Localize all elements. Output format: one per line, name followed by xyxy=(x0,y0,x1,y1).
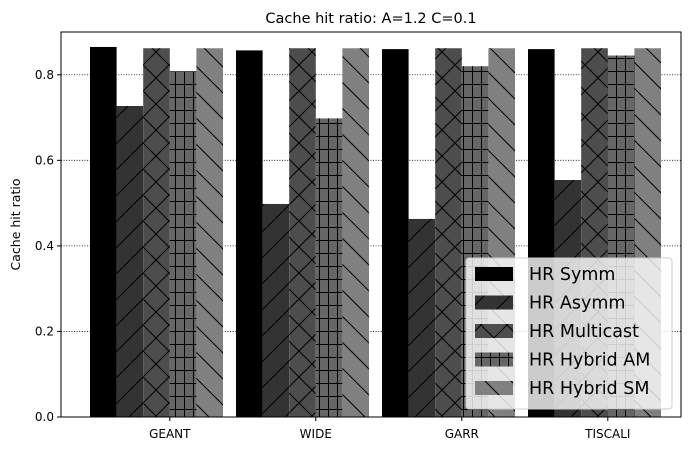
chart-title: Cache hit ratio: A=1.2 C=0.1 xyxy=(265,11,476,27)
legend-label-0: HR Symm xyxy=(529,265,615,285)
legend: HR Symm HR Asymm HR Multicast HR Hybrid AM H… xyxy=(465,257,673,410)
y-tick-label-3: 0.6 xyxy=(35,153,54,167)
bar-hatch-garr-1 xyxy=(408,218,436,417)
bar-hatch-wide-4 xyxy=(342,48,369,417)
bar-hatch-geant-2 xyxy=(143,48,170,417)
x-tick-label-2: GARR xyxy=(445,427,479,441)
y-tick-label-4: 0.8 xyxy=(35,68,54,82)
legend-swatch-hatch-1 xyxy=(475,295,513,310)
legend-label-2: HR Multicast xyxy=(529,322,639,342)
legend-label-3: HR Hybrid AM xyxy=(529,351,650,371)
x-tick-label-1: WIDE xyxy=(300,427,332,441)
legend-box xyxy=(465,257,673,410)
bar-hatch-geant-3 xyxy=(169,71,197,417)
y-tick-label-2: 0.4 xyxy=(35,239,54,253)
bar-geant-0 xyxy=(90,46,117,417)
bar-hatch-garr-2 xyxy=(435,48,462,417)
bar-hatch-wide-3 xyxy=(315,118,343,418)
bar-garr-0 xyxy=(382,49,409,417)
gridlines xyxy=(61,74,681,332)
legend-swatch-hatch-2 xyxy=(475,324,513,338)
axes-frame xyxy=(60,31,682,418)
legend-label-1: HR Asymm xyxy=(529,294,625,314)
legend-swatch-hatch-3 xyxy=(475,352,513,367)
bar-wide-0 xyxy=(236,50,263,418)
bar-hatch-geant-1 xyxy=(116,106,144,417)
x-tick-label-3: TISCALI xyxy=(584,427,630,441)
bar-hatch-geant-4 xyxy=(196,48,223,417)
bar-hatch-wide-1 xyxy=(262,203,290,417)
y-axis-label: Cache hit ratio xyxy=(8,179,23,271)
legend-label-4: HR Hybrid SM xyxy=(529,379,649,399)
x-tick-label-0: GEANT xyxy=(149,427,191,441)
legend-swatch-hatch-4 xyxy=(475,381,513,395)
bar-hatch-wide-2 xyxy=(289,48,316,417)
legend-swatch-0 xyxy=(475,267,513,281)
y-tick-label-1: 0.2 xyxy=(35,324,54,338)
axis-ticks: 0.0 0.2 0.4 0.6 0.8 GEANT WIDE GARR TISCALI xyxy=(35,68,631,441)
y-tick-label-0: 0.0 xyxy=(35,410,54,424)
